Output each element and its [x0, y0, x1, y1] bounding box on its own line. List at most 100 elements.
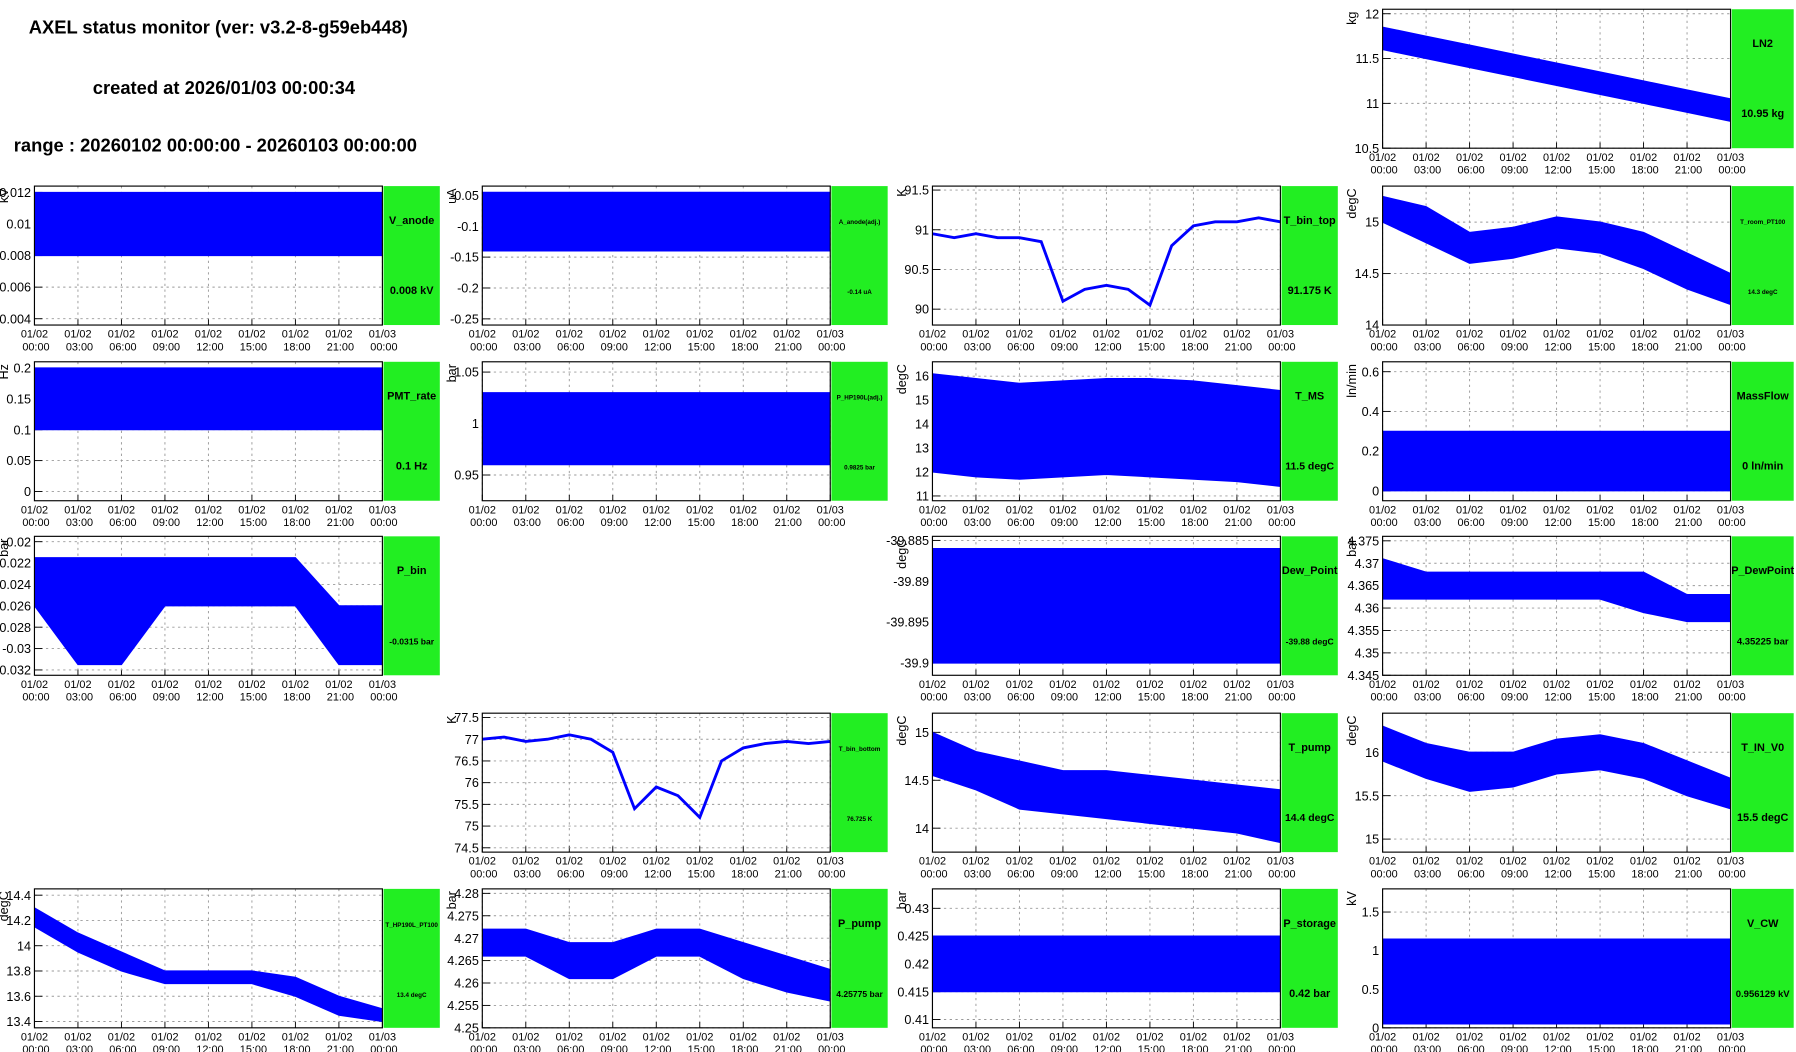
y-tick-label: -39.9	[900, 657, 929, 671]
x-tick-label: 01/03 00:00	[367, 329, 397, 354]
plot-frame	[481, 712, 831, 853]
x-tick-label: 01/02 09:00	[1048, 679, 1078, 704]
y-tick-label: 0	[1372, 1021, 1379, 1035]
x-tick-label: 01/02 15:00	[1585, 679, 1615, 704]
y-tick-label: 0.415	[897, 985, 929, 999]
x-tick-label: 01/02 06:00	[106, 329, 136, 354]
y-tick-label: 74.5	[454, 841, 479, 855]
x-tick-label: 01/03 00:00	[1715, 1031, 1745, 1052]
data-band	[1382, 558, 1731, 623]
y-tick-label: 4.36	[1355, 602, 1380, 616]
x-tick-label: 01/02 09:00	[150, 1031, 180, 1052]
y-tick-label: -0.05	[450, 189, 479, 203]
x-tick-label: 01/02 00:00	[19, 329, 49, 354]
x-tick-label: 01/02 21:00	[1222, 504, 1252, 529]
status-title: MassFlow	[1737, 391, 1790, 403]
data-band	[932, 935, 1281, 993]
status-box	[1281, 186, 1338, 326]
status-title: PMT_rate	[387, 391, 436, 403]
x-tick-label: 01/03 00:00	[1265, 679, 1295, 704]
y-tick-label: -0.1	[457, 220, 479, 234]
x-tick-label: 01/02 00:00	[467, 504, 497, 529]
data-band	[932, 731, 1281, 844]
y-tick-label: 4.25	[454, 1021, 479, 1035]
x-tick-label: 01/02 09:00	[1048, 504, 1078, 529]
x-tick-label: 01/02 09:00	[1498, 1031, 1528, 1052]
x-tick-label: 01/02 15:00	[1585, 152, 1615, 177]
y-tick-label: 0.1	[13, 423, 31, 437]
x-tick-label: 01/02 18:00	[1178, 504, 1208, 529]
y-axis-label: bar	[895, 891, 909, 909]
x-tick-label: 01/02 18:00	[728, 856, 758, 881]
plot-frame	[33, 185, 383, 326]
x-tick-label: 01/02 15:00	[1585, 1031, 1615, 1052]
status-box	[1281, 888, 1338, 1028]
status-title: T_bin_top	[1284, 215, 1336, 227]
x-tick-label: 01/02 06:00	[1454, 152, 1484, 177]
y-tick-label: 0	[24, 485, 31, 499]
x-tick-label: 01/02 12:00	[641, 1031, 671, 1052]
y-tick-label: -39.895	[886, 616, 929, 630]
y-tick-label: 12	[1365, 7, 1379, 21]
x-tick-label: 01/02 06:00	[554, 856, 584, 881]
x-tick-label: 01/02 09:00	[1498, 152, 1528, 177]
x-tick-label: 01/02 21:00	[772, 1031, 802, 1052]
y-axis-label: degC	[0, 891, 11, 921]
data-band	[482, 392, 831, 466]
y-tick-label: 0.95	[454, 469, 479, 483]
panel: 01/02 00:00 01/02 03:00 01/02 06:00 01/02 0…	[0, 185, 440, 354]
x-tick-label: 01/02 21:00	[1672, 329, 1702, 354]
x-tick-label: 01/02 15:00	[237, 679, 267, 704]
plot-frame	[1382, 8, 1732, 149]
y-tick-label: 10.5	[1355, 142, 1380, 156]
status-box	[383, 888, 440, 1028]
x-tick-label: 01/03 00:00	[815, 329, 845, 354]
y-axis-label: K	[445, 715, 459, 724]
x-tick-label: 01/02 06:00	[1454, 856, 1484, 881]
x-tick-label: 01/02 00:00	[917, 329, 947, 354]
y-tick-label: 0	[1372, 484, 1379, 498]
x-tick-label: 01/02 12:00	[1541, 1031, 1571, 1052]
y-tick-label: 0.15	[6, 392, 31, 406]
y-tick-label: 4.365	[1348, 579, 1380, 593]
y-tick-label: -0.15	[450, 251, 479, 265]
x-tick-label: 01/02 06:00	[106, 679, 136, 704]
x-tick-label: 01/02 21:00	[1672, 504, 1702, 529]
plot-frame	[1382, 535, 1732, 676]
x-tick-label: 01/02 21:00	[1672, 1031, 1702, 1052]
status-box	[1731, 536, 1794, 676]
x-tick-label: 01/02 03:00	[63, 1031, 93, 1052]
x-tick-label: 01/02 15:00	[1585, 329, 1615, 354]
status-box	[831, 888, 888, 1028]
x-tick-label: 01/02 09:00	[598, 1031, 628, 1052]
y-tick-label: -0.03	[2, 642, 31, 656]
x-tick-label: 01/02 09:00	[598, 329, 628, 354]
status-title: T_pump	[1288, 742, 1331, 754]
x-tick-label: 01/02 03:00	[1411, 1031, 1441, 1052]
panel: 01/02 00:00 01/02 03:00 01/02 06:00 01/02 0…	[445, 711, 888, 880]
status-value: 0.008 kV	[390, 285, 434, 297]
y-axis-label: bar	[445, 364, 459, 382]
y-tick-label: 0.43	[904, 902, 929, 916]
x-tick-label: 01/02 12:00	[193, 679, 223, 704]
status-box	[831, 361, 888, 501]
page-title: AXEL status monitor (ver: v3.2-8-g59eb44…	[29, 16, 408, 37]
status-title: T_IN_V0	[1741, 742, 1784, 754]
x-tick-label: 01/02 03:00	[1411, 329, 1441, 354]
x-tick-label: 01/02 06:00	[1454, 504, 1484, 529]
x-tick-label: 01/02 18:00	[1628, 1031, 1658, 1052]
x-tick-label: 01/02 06:00	[1004, 504, 1034, 529]
status-box	[1281, 713, 1338, 853]
status-title: P_storage	[1283, 918, 1336, 930]
y-tick-label: 75.5	[454, 798, 479, 812]
x-tick-label: 01/02 06:00	[1004, 329, 1034, 354]
x-tick-label: 01/02 15:00	[237, 504, 267, 529]
x-tick-label: 01/02 03:00	[511, 1031, 541, 1052]
y-tick-label: 0.012	[0, 186, 31, 200]
status-title: P_bin	[397, 565, 427, 577]
y-tick-label: -0.032	[0, 664, 31, 678]
y-tick-label: 76.5	[454, 755, 479, 769]
x-tick-label: 01/02 15:00	[1585, 856, 1615, 881]
y-tick-label: -0.2	[457, 282, 479, 296]
status-box	[1731, 9, 1794, 149]
